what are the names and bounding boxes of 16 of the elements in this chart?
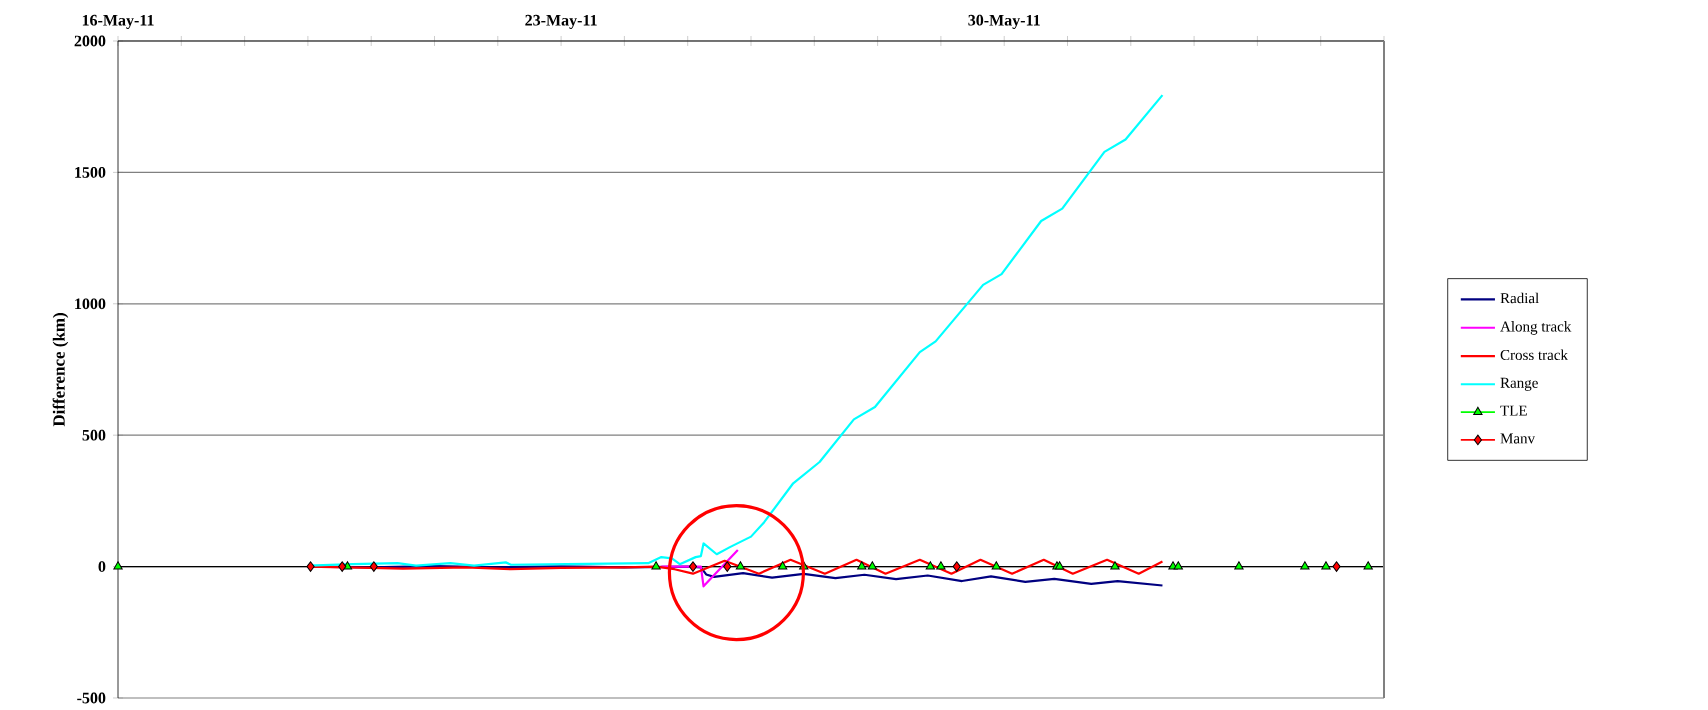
legend-label: Range bbox=[1500, 377, 1538, 391]
legend-label: TLE bbox=[1500, 405, 1527, 416]
legend-label: Cross track bbox=[1500, 349, 1568, 361]
y-axis-title: Difference (km) bbox=[52, 313, 69, 427]
y-tick-label: 500 bbox=[82, 429, 106, 441]
y-tick-label: 1500 bbox=[75, 166, 106, 178]
x-tick-label: 30-May-11 bbox=[968, 14, 1040, 29]
y-tick-label: -500 bbox=[77, 692, 106, 704]
legend-label: Along track bbox=[1500, 321, 1572, 335]
y-tick-label: 1000 bbox=[75, 298, 106, 310]
y-tick-label: 0 bbox=[98, 561, 106, 572]
legend-label: Manv bbox=[1500, 433, 1536, 444]
x-tick-label: 23-May-11 bbox=[525, 14, 597, 29]
y-tick-label: 2000 bbox=[74, 35, 106, 47]
legend-label: Radial bbox=[1500, 292, 1539, 304]
x-tick-label: 16-May-11 bbox=[82, 14, 154, 29]
